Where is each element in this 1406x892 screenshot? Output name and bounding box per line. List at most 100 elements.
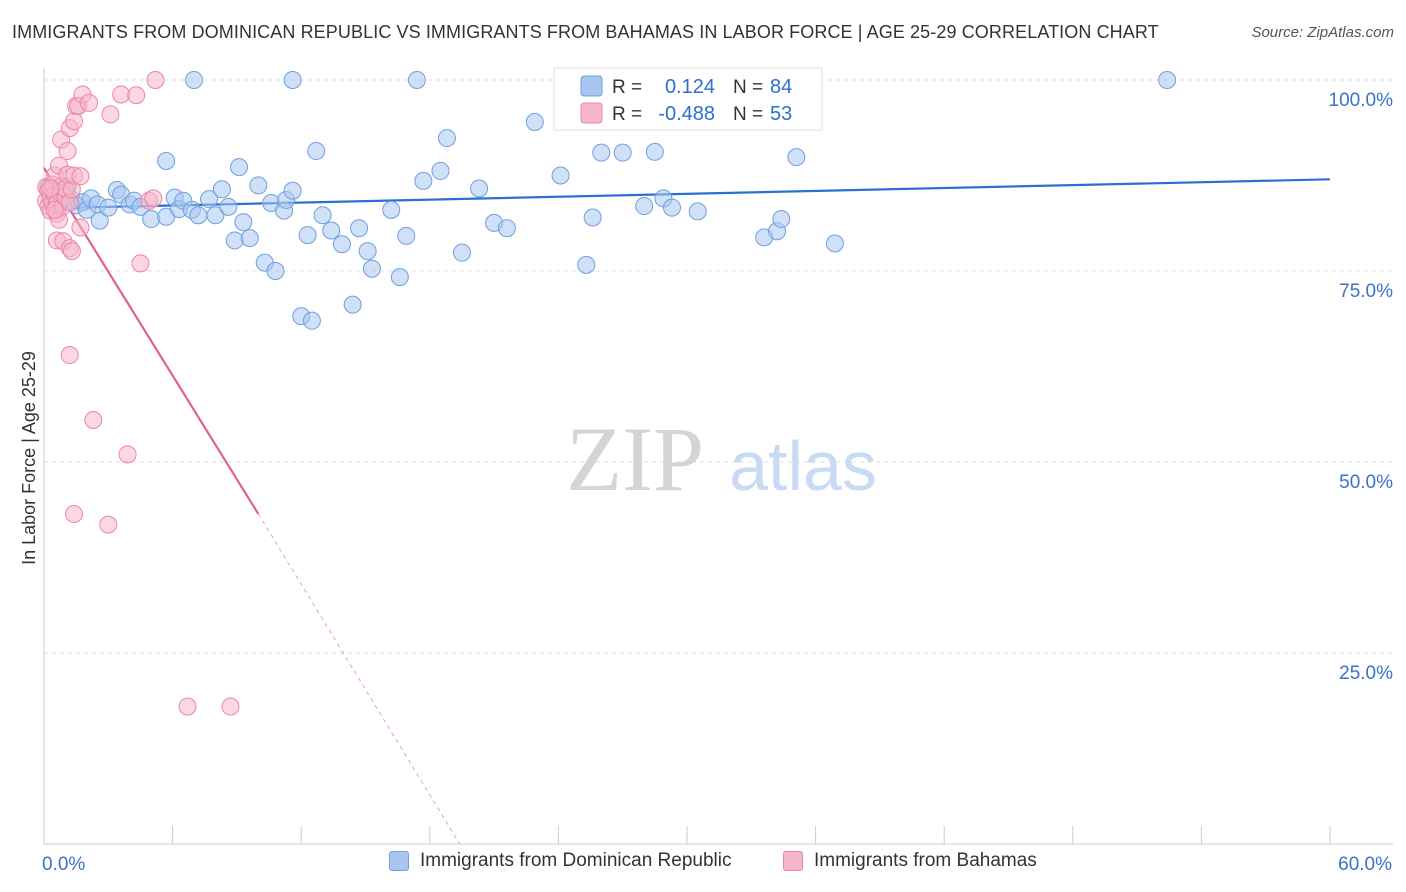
data-point-dominican <box>219 197 238 216</box>
data-point-bahamas <box>221 697 240 716</box>
data-point-bahamas <box>71 167 90 186</box>
legend-swatch-blue <box>580 75 603 97</box>
data-point-bahamas <box>62 242 81 261</box>
data-point-dominican <box>185 71 204 89</box>
data-point-dominican <box>90 211 109 230</box>
data-point-dominican <box>322 221 341 240</box>
legend-n-value-blue: 84 <box>770 76 792 98</box>
data-point-dominican <box>230 158 249 177</box>
legend-r-label-blue: R = <box>612 77 642 98</box>
data-point-dominican <box>613 143 632 162</box>
data-point-dominican <box>234 213 253 232</box>
legend-r-value-blue: 0.124 <box>665 76 715 98</box>
data-point-dominican <box>298 226 317 245</box>
trend-line-dominican <box>43 178 1331 210</box>
data-point-dominican <box>382 200 401 219</box>
y-axis-label: In Labor Force | Age 25-29 <box>19 351 39 565</box>
bottom-legend-label-dominican: Immigrants from Dominican Republic <box>420 850 732 871</box>
data-point-bahamas <box>41 179 60 198</box>
data-point-bahamas <box>112 85 131 104</box>
data-point-dominican <box>200 190 219 209</box>
legend-n-value-pink: 53 <box>770 103 792 125</box>
bottom-legend: Immigrants from Dominican Republic Immig… <box>0 850 1406 880</box>
y-tick-label: 100.0% <box>1329 90 1394 111</box>
data-point-dominican <box>787 148 806 167</box>
data-point-bahamas <box>58 142 77 161</box>
data-point-bahamas <box>178 697 197 716</box>
data-point-dominican <box>431 161 450 180</box>
y-tick-label: 75.0% <box>1339 281 1393 302</box>
data-point-dominican <box>302 311 321 330</box>
data-point-dominican <box>1158 71 1177 89</box>
data-point-bahamas <box>45 200 64 219</box>
data-point-dominican <box>212 180 231 199</box>
data-point-dominican <box>407 71 426 89</box>
data-point-dominican <box>283 71 302 89</box>
bottom-legend-swatch-blue <box>389 851 409 871</box>
data-point-bahamas <box>131 254 150 273</box>
data-point-bahamas <box>71 218 90 237</box>
data-point-dominican <box>266 262 285 280</box>
data-point-dominican <box>583 208 602 227</box>
axes <box>43 68 1393 845</box>
x-tick-label: 0.0% <box>42 854 85 875</box>
data-point-dominican <box>452 243 471 262</box>
chart-title: IMMIGRANTS FROM DOMINICAN REPUBLIC VS IM… <box>12 22 1159 42</box>
data-point-bahamas <box>84 410 103 429</box>
data-point-dominican <box>283 181 302 200</box>
series-bahamas <box>37 71 240 716</box>
data-point-dominican <box>313 206 332 225</box>
bottom-legend-swatch-pink <box>783 851 803 871</box>
data-point-dominican <box>350 219 369 238</box>
legend-n-label-blue: N = <box>733 77 763 98</box>
data-point-dominican <box>551 166 570 185</box>
data-point-bahamas <box>65 112 84 131</box>
data-point-dominican <box>157 151 176 170</box>
data-point-dominican <box>343 295 362 314</box>
legend-swatch-pink <box>580 102 603 124</box>
y-tick-label: 50.0% <box>1339 472 1393 493</box>
data-point-bahamas <box>127 86 146 105</box>
watermark-atlas: atlas <box>729 427 877 505</box>
stats-legend: R = 0.124 N = 84 R = -0.488 N = 53 <box>553 67 823 131</box>
bottom-legend-item-bahamas: Immigrants from Bahamas <box>783 850 1037 872</box>
data-point-dominican <box>358 242 377 261</box>
bottom-legend-item-dominican: Immigrants from Dominican Republic <box>389 850 732 872</box>
data-point-bahamas <box>65 504 84 523</box>
data-point-bahamas <box>118 445 137 464</box>
data-point-dominican <box>470 179 489 198</box>
data-point-dominican <box>99 198 118 217</box>
y-tick-label: 25.0% <box>1339 663 1393 684</box>
data-point-dominican <box>577 255 596 274</box>
watermark-zip: ZIP <box>566 408 704 510</box>
data-point-dominican <box>772 210 791 229</box>
y-tick-labels: 100.0% 75.0% 50.0% 25.0% <box>1329 90 1394 684</box>
data-point-dominican <box>332 235 351 254</box>
data-point-dominican <box>397 226 416 245</box>
data-point-dominican <box>662 198 681 217</box>
data-point-dominican <box>240 229 259 248</box>
data-point-dominican <box>688 202 707 221</box>
legend-n-label-pink: N = <box>733 104 763 125</box>
data-point-dominican <box>362 259 381 278</box>
data-point-bahamas <box>146 71 165 89</box>
data-point-dominican <box>414 171 433 190</box>
data-point-dominican <box>825 234 844 253</box>
x-tick-labels: 0.0% 60.0% <box>42 854 1392 875</box>
data-point-dominican <box>249 176 268 195</box>
x-tick-label: 60.0% <box>1338 854 1392 875</box>
trend-line-bahamas-extension <box>257 513 461 845</box>
data-point-dominican <box>437 129 456 148</box>
data-point-dominican <box>189 206 208 225</box>
data-point-dominican <box>635 197 654 216</box>
data-point-dominican <box>206 206 225 225</box>
source-credit: Source: ZipAtlas.com <box>1251 24 1394 41</box>
legend-r-label-pink: R = <box>612 104 642 125</box>
data-point-bahamas <box>101 105 120 124</box>
watermark: ZIP atlas <box>566 408 877 510</box>
data-point-dominican <box>525 113 544 132</box>
data-point-dominican <box>142 210 161 229</box>
data-point-bahamas <box>144 189 163 208</box>
data-point-dominican <box>390 268 409 287</box>
